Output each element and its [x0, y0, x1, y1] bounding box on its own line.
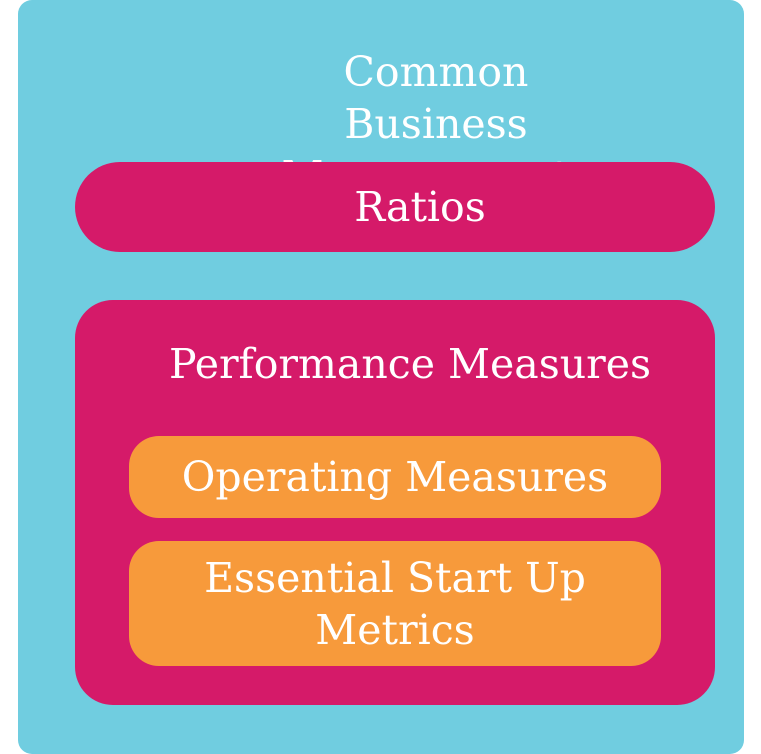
operating-measures-box: Operating Measures [129, 436, 661, 518]
ratios-label: Ratios [354, 183, 486, 231]
operating-measures-label: Operating Measures [181, 453, 609, 501]
performance-measures-box: Performance Measures Operating Measures … [75, 300, 715, 705]
startup-metrics-box: Essential Start Up Metrics [129, 541, 661, 666]
outer-container: Common Business Measurements Ratios Perf… [18, 0, 744, 754]
performance-measures-title: Performance Measures [168, 340, 652, 388]
ratios-box: Ratios [75, 162, 715, 252]
startup-metrics-label: Essential Start Up Metrics [204, 553, 586, 654]
